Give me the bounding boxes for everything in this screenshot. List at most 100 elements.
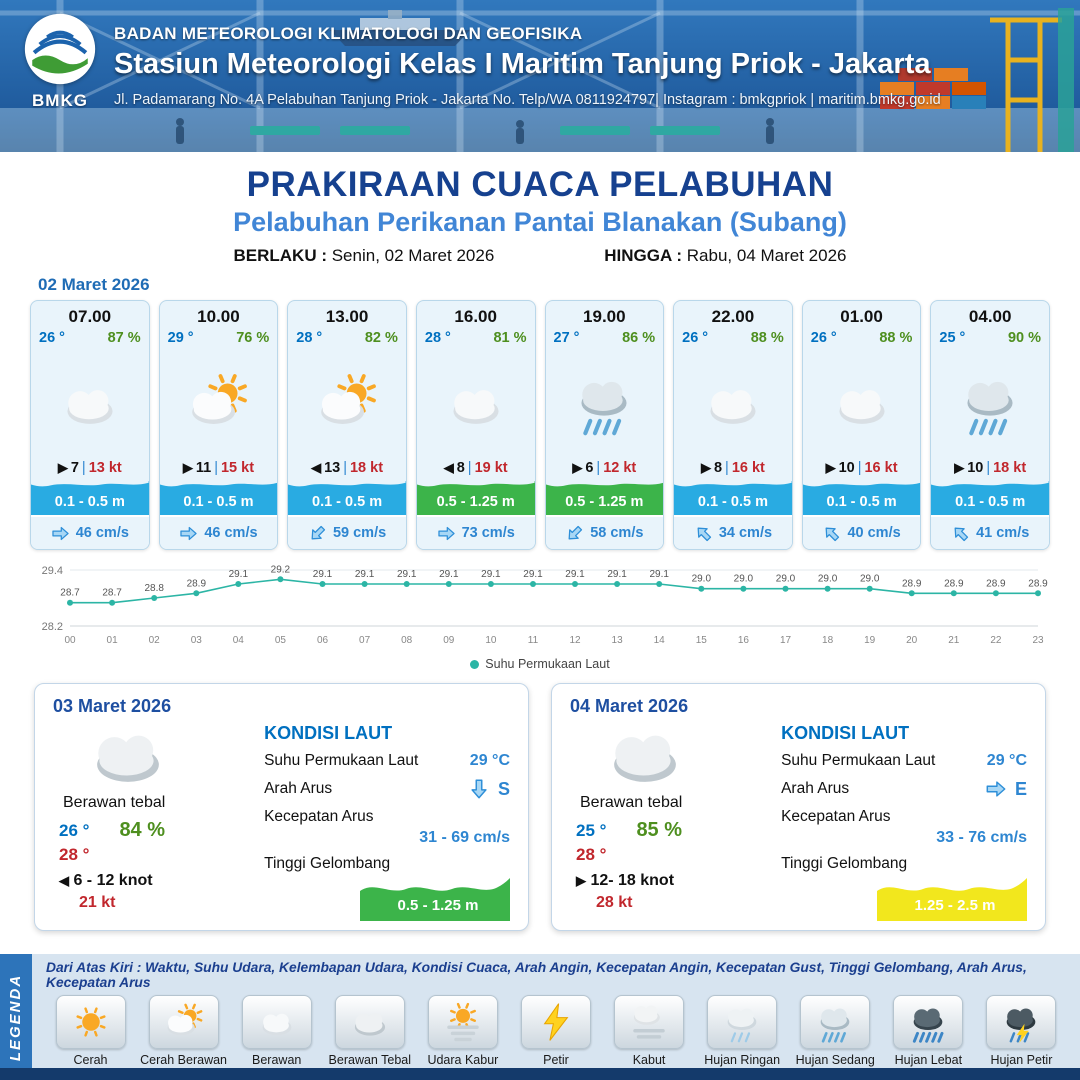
haze-sun-icon [427,995,498,1049]
svg-text:29.1: 29.1 [649,569,669,580]
humidity: 87 % [107,330,141,346]
wind-gust: 15 kt [220,460,255,476]
forecast-time: 19.00 [583,307,626,326]
svg-text:06: 06 [317,635,329,646]
berlaku-label: BERLAKU : [233,246,327,265]
wave-crest-icon [159,480,278,487]
legend-section: LEGENDA Dari Atas Kiri : Waktu, Suhu Uda… [0,954,1080,1080]
legend-item-label: Udara Kabur [427,1053,499,1067]
svg-text:29.0: 29.0 [818,574,838,585]
current-row: 59 cm/s [288,515,406,549]
svg-text:29.0: 29.0 [860,574,880,585]
ship-silhouette [330,10,470,46]
svg-text:29.1: 29.1 [439,569,459,580]
sea-conditions-title: KONDISI LAUT [264,723,393,743]
wind-direction-icon: ▶ [182,460,193,475]
wave-height-band: 0.5 - 1.25 m [416,480,535,515]
current-direction-icon [437,526,455,540]
legend-item-lightning: Petir [511,995,600,1067]
wind-speed: 8 [713,460,723,476]
legend-item-label: Hujan Lebat [894,1053,963,1067]
wind-row: ▶ 6 | 12 kt [572,460,637,476]
wave-height-band: 0.1 - 0.5 m [288,480,406,515]
sst-chart: 29.4 28.2 28.7 00 28.7 01 28.8 02 28.9 03 29.1 04 29… [30,554,1050,671]
legend-header: Dari Atas Kiri : Waktu, Suhu Udara, Kele… [46,960,1027,990]
current-speed: 34 cm/s [718,525,773,541]
sst-label: Suhu Permukaan Laut [781,752,936,769]
wave-height: 0.1 - 0.5 m [183,494,254,510]
current-row: 41 cm/s [931,515,1049,549]
daily-humidity: 84 % [119,819,166,841]
svg-text:29.1: 29.1 [355,569,375,580]
wave-height-band: 0.1 - 0.5 m [31,480,149,515]
legend-item-label: Cerah Berawan [140,1053,228,1067]
wave-height-band: 0.1 - 0.5 m [674,480,792,515]
hingga-label: HINGGA : [604,246,683,265]
wave-height-label: Tinggi Gelombang [264,855,391,872]
legend-item-sun: Cerah [46,995,135,1067]
wave-height-band: 0.1 - 0.5 m [931,480,1049,515]
wind-row: ◀ 13 | 18 kt [311,460,384,476]
wind-row: ▶ 7 | 13 kt [57,460,122,476]
forecast-time: 13.00 [325,307,369,326]
rain-light-icon [707,995,778,1049]
daily-wind: ▶ 12- 18 knot [576,872,675,889]
wave-crest-icon [545,480,664,487]
svg-text:29.1: 29.1 [481,569,501,580]
wind-direction-icon: ◀ [59,873,69,888]
bottom-bar [0,1068,1080,1080]
air-temperature: 29 ° [167,330,194,346]
people-silhouettes [176,118,774,144]
wind-gust: 19 kt [474,460,508,476]
rain-medium-icon [546,346,664,460]
svg-text:28.8: 28.8 [144,583,164,594]
daily-gust: 28 kt [596,894,633,911]
wave-crest-icon [31,480,149,487]
svg-text:29.1: 29.1 [397,569,417,580]
current-speed: 40 cm/s [847,525,901,541]
benches [250,126,720,135]
wave-height-band: 0.1 - 0.5 m [802,480,921,515]
current-direction-icon [568,525,583,539]
svg-text:03: 03 [191,635,203,646]
sun-cloud-icon [288,346,406,460]
current-speed-value: 31 - 69 cm/s [419,829,510,846]
legend-item-label: Hujan Ringan [704,1053,781,1067]
cloud-icon [241,995,312,1049]
bmkg-logo: BMKG [16,12,104,111]
lightning-icon [520,995,591,1049]
svg-text:11: 11 [528,635,539,646]
rain-medium-icon [800,995,871,1049]
current-direction-label: Arah Arus [781,780,850,797]
container-stack [880,68,986,109]
bmkg-emblem-icon [16,12,104,91]
rain-thunder-icon [986,995,1057,1049]
svg-text:29.1: 29.1 [523,569,543,580]
forecast-card-13.00: 13.00 28 ° 82 % ◀ 13 | 18 kt 0.1 - 0.5 m 59 cm/s [287,300,407,550]
svg-text:18: 18 [822,635,834,646]
wave-height: 0.1 - 0.5 m [955,494,1026,510]
svg-text:14: 14 [654,635,666,646]
forecast-card-04.00: 04.00 25 ° 90 % ▶ 10 | 18 kt 0.1 - 0.5 m 41 cm/s [930,300,1050,550]
svg-text:28.9: 28.9 [944,578,964,589]
cloud-thick-icon [334,995,405,1049]
daily-cards-row: 03 Maret 2026 Berawan tebal 26 ° 84 % 28 ° ◀ … [34,683,1046,931]
series-label: Suhu Permukaan Laut [485,657,610,671]
legend-item-rain-heavy: Hujan Lebat [884,995,973,1067]
legend-item-label: Berawan Tebal [328,1053,412,1067]
fog-icon [614,995,685,1049]
wind-speed: 7 [70,460,79,476]
wave-height: 0.1 - 0.5 m [826,494,897,510]
legend-item-label: Berawan [252,1053,302,1067]
wind-gust: 12 kt [603,460,637,476]
current-row: 46 cm/s [31,515,149,549]
temp-min: 26 ° [59,821,90,840]
validity-row: BERLAKU : Senin, 02 Maret 2026 HINGGA : … [0,246,1080,266]
svg-text:08: 08 [401,635,413,646]
harbor-illustration [0,0,1080,152]
current-direction-label: Arah Arus [264,780,333,797]
crane [990,17,1062,152]
cloud-icon [674,346,792,460]
wave-height-band: 0.1 - 0.5 m [159,480,278,515]
wind-gust: 16 kt [864,460,898,476]
